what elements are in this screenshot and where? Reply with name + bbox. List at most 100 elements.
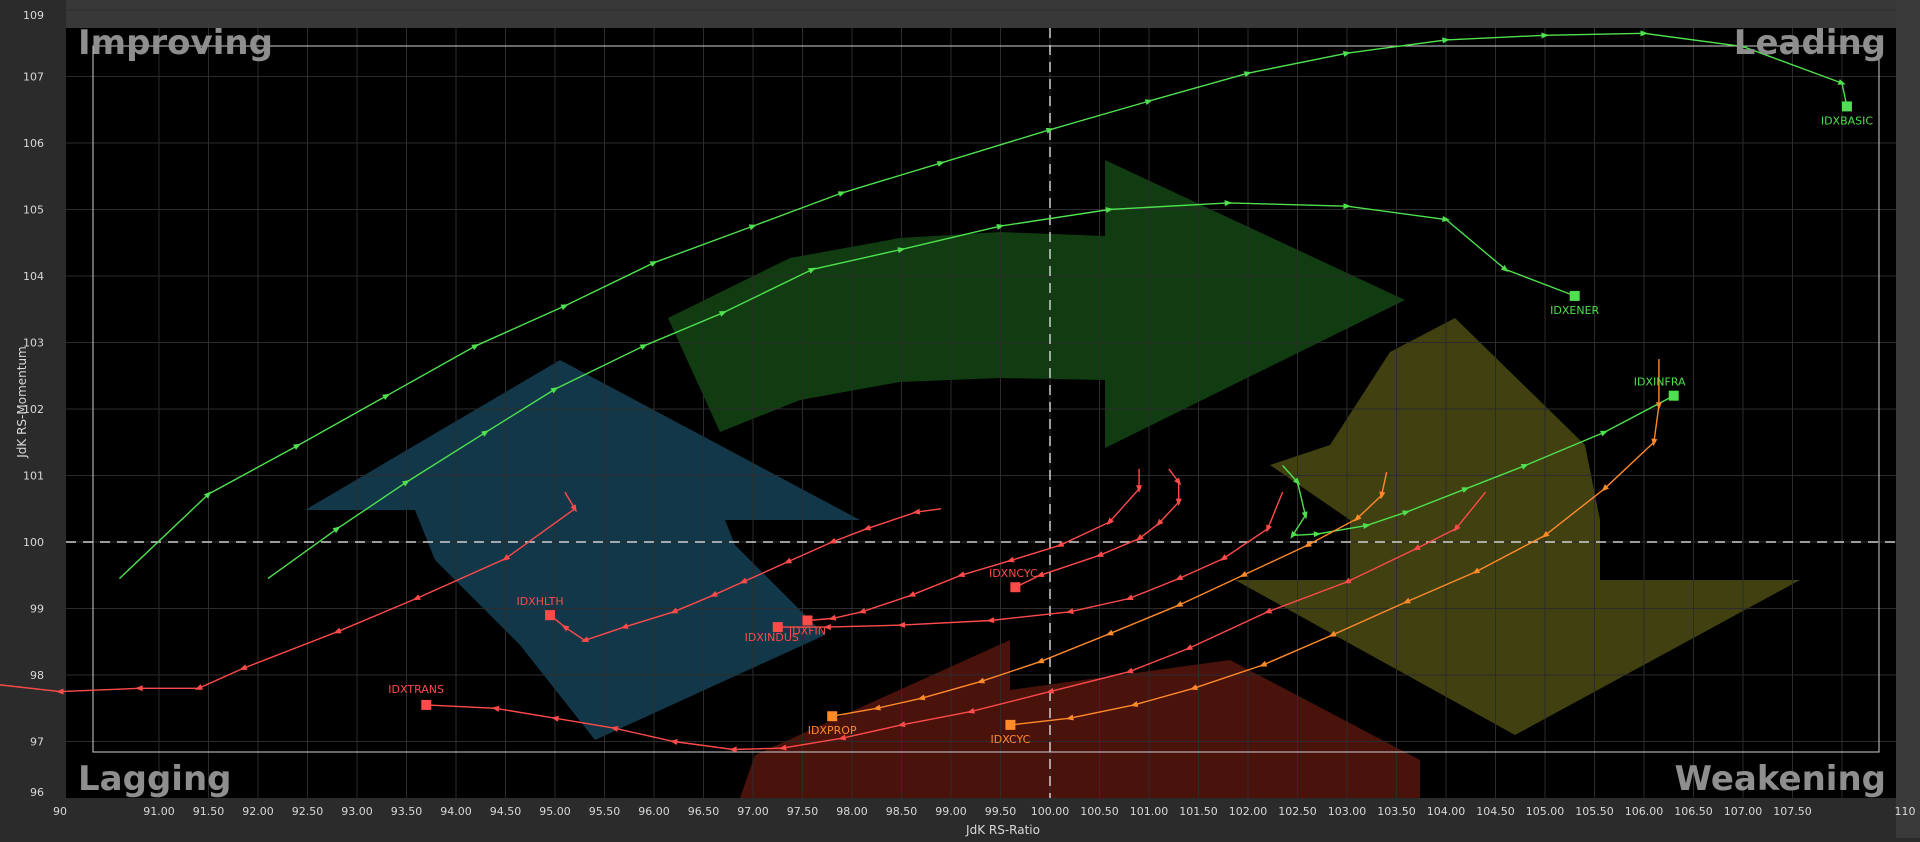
- trail-point: [1175, 498, 1182, 507]
- series-idxinfra[interactable]: [1282, 390, 1679, 541]
- series-head-idxener[interactable]: [1569, 290, 1580, 301]
- series-idxfin[interactable]: [802, 468, 1143, 626]
- x-tick-label: 105.00: [1526, 805, 1565, 818]
- trail-point: [1313, 531, 1322, 538]
- trail-point: [1739, 43, 1747, 50]
- trail-point: [1353, 514, 1362, 522]
- series-idxindus[interactable]: [772, 491, 1284, 633]
- yellow-arrow-shape: [1235, 318, 1800, 735]
- trail-point: [1175, 574, 1184, 581]
- trail-point: [1006, 556, 1015, 563]
- trail-point: [491, 705, 500, 712]
- x-tick-label: 102.00: [1229, 805, 1268, 818]
- trail-point: [1095, 551, 1104, 557]
- trail-point: [610, 726, 619, 732]
- series-idxtech[interactable]: [0, 491, 579, 699]
- series-head-idxhlth[interactable]: [545, 610, 556, 621]
- trail-point: [471, 343, 480, 351]
- trail-point: [1837, 79, 1846, 85]
- series-head-idxprop[interactable]: [827, 711, 838, 722]
- trail-point: [718, 311, 727, 317]
- y-tick-label: 106: [23, 137, 44, 150]
- x-tick-label: 100.00: [1031, 805, 1070, 818]
- trail-point: [551, 715, 559, 722]
- series-idxprop[interactable]: [827, 472, 1388, 722]
- series-idxbasic[interactable]: [118, 30, 1852, 580]
- x-tick-label: 97.50: [787, 805, 819, 818]
- series-idxcyc[interactable]: [1005, 359, 1662, 730]
- trail-point: [561, 624, 570, 632]
- x-tick-label: 104.50: [1476, 805, 1515, 818]
- trail-point: [649, 260, 658, 267]
- trail-point: [1442, 37, 1450, 44]
- trail-point: [897, 721, 906, 728]
- x-tick-label: 107.00: [1724, 805, 1763, 818]
- x-tick-label: 99.50: [985, 805, 1017, 818]
- trail-point: [1402, 510, 1411, 517]
- trail-point: [401, 479, 410, 487]
- trail-point: [1243, 71, 1252, 78]
- trail-point: [828, 537, 837, 544]
- trail-point: [1105, 207, 1114, 213]
- series-label-idxener: IDXENER: [1550, 304, 1599, 317]
- trail-point: [1301, 511, 1308, 520]
- trail-point: [778, 744, 787, 751]
- trail-point: [823, 624, 831, 631]
- trail-point: [1135, 534, 1144, 542]
- trail-point: [1065, 608, 1074, 614]
- trail-point: [1442, 216, 1450, 223]
- series-line-idxener: [267, 202, 1575, 580]
- trail-point: [966, 707, 975, 714]
- trail-point: [1303, 540, 1312, 548]
- y-tick-label: 109: [23, 9, 44, 22]
- trail-point: [863, 524, 872, 531]
- trail-point: [986, 617, 995, 624]
- quadrant-weakening: Weakening: [1675, 759, 1886, 799]
- series-label-idxfin: IDXFIN: [789, 624, 826, 637]
- y-tick-label: 105: [23, 204, 44, 217]
- series-idxhlth[interactable]: [545, 508, 942, 645]
- series-head-idxcyc[interactable]: [1005, 719, 1016, 730]
- trail-point: [1601, 484, 1610, 492]
- series-line-idxtrans: [426, 491, 1487, 751]
- series-idxncyc[interactable]: [1010, 468, 1183, 593]
- series-label-idxncyc: IDXNCYC: [989, 567, 1038, 580]
- x-tick-label: 101.50: [1179, 805, 1218, 818]
- trail-point: [739, 577, 748, 584]
- quadrant-lagging: Lagging: [78, 759, 231, 799]
- series-idxtrans[interactable]: [421, 491, 1487, 753]
- series-line-idxtech: [0, 491, 576, 693]
- series-head-idxinfra[interactable]: [1668, 390, 1679, 401]
- series-label-idxcyc: IDXCYC: [991, 733, 1031, 746]
- top-strip: [66, 0, 1896, 28]
- trail-point: [1343, 577, 1352, 584]
- series-head-idxbasic[interactable]: [1841, 101, 1852, 112]
- right-scrollbar[interactable]: [1896, 0, 1920, 838]
- trail-point: [239, 664, 248, 670]
- trail-point: [56, 688, 64, 695]
- reference-lines: [66, 28, 1896, 798]
- x-tick-label: 107.50: [1773, 805, 1812, 818]
- y-axis-title: JdK RS-Momentum: [15, 346, 29, 459]
- trail-point: [1292, 477, 1301, 486]
- trail-point: [570, 504, 577, 513]
- trail-point: [620, 623, 629, 629]
- x-tick-label: 96.50: [688, 805, 720, 818]
- x-tick-label: 106.50: [1674, 805, 1713, 818]
- x-tick-label: 97.00: [737, 805, 769, 818]
- y-tick-label: 99: [30, 603, 44, 616]
- series-head-idxncyc[interactable]: [1010, 582, 1021, 593]
- series-idxener[interactable]: [267, 200, 1580, 580]
- trail-point: [382, 393, 391, 401]
- trail-point: [1175, 601, 1184, 607]
- x-tick-label: 106.00: [1625, 805, 1664, 818]
- series-head-idxfin[interactable]: [802, 615, 813, 626]
- trail-point: [1412, 544, 1421, 551]
- trail-point: [502, 554, 511, 561]
- trail-point: [1219, 554, 1228, 561]
- trail-point: [669, 738, 678, 745]
- trail-point: [333, 627, 342, 634]
- series-head-idxtrans[interactable]: [421, 699, 432, 710]
- series-head-idxindus[interactable]: [772, 622, 783, 633]
